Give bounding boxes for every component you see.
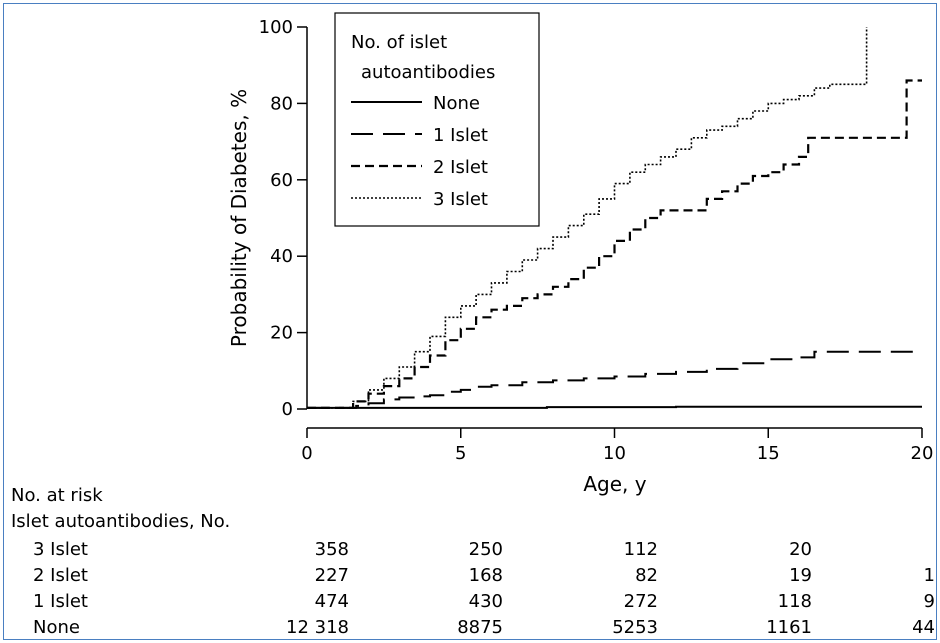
y-tick-label-0: 0	[282, 399, 293, 420]
legend-label-2: 2 Islet	[433, 157, 488, 178]
at-risk-row-label-2: 1 Islet	[33, 591, 88, 612]
legend-label-3: 3 Islet	[433, 189, 488, 210]
legend-label-0: None	[433, 93, 480, 114]
x-tick-label-2: 10	[603, 443, 626, 464]
x-tick-label-3: 15	[757, 443, 780, 464]
legend: No. of islet autoantibodies None 1 Islet 2 I…	[334, 12, 540, 227]
y-tick-label-3: 60	[270, 170, 293, 191]
at-risk-title: No. at risk	[11, 485, 103, 506]
at-risk-cell-2-4: 9	[924, 591, 935, 612]
at-risk-cell-1-1: 168	[469, 565, 503, 586]
at-risk-subtitle: Islet autoantibodies, No.	[11, 511, 230, 532]
at-risk-cell-0-3: 20	[789, 539, 812, 560]
at-risk-cell-3-3: 1161	[766, 617, 812, 638]
at-risk-cell-2-2: 272	[624, 591, 658, 612]
at-risk-cell-1-2: 82	[635, 565, 658, 586]
at-risk-cell-3-4: 44	[912, 617, 935, 638]
at-risk-cell-0-1: 250	[469, 539, 503, 560]
at-risk-row-label-1: 2 Islet	[33, 565, 88, 586]
at-risk-cell-1-4: 1	[924, 565, 935, 586]
at-risk-row-label-3: None	[33, 617, 80, 638]
at-risk-cell-3-1: 8875	[457, 617, 503, 638]
at-risk-cell-0-2: 112	[624, 539, 658, 560]
y-axis-title: Probability of Diabetes, %	[227, 89, 251, 347]
at-risk-row-label-0: 3 Islet	[33, 539, 88, 560]
series-line-1	[307, 350, 922, 409]
at-risk-cell-1-3: 19	[789, 565, 812, 586]
at-risk-table: No. at risk Islet autoantibodies, No. 3 Is…	[11, 485, 935, 638]
y-tick-label-5: 100	[259, 17, 293, 38]
legend-box	[334, 12, 540, 227]
series-group	[307, 27, 922, 409]
series-line-0	[307, 405, 922, 409]
y-tick-label-1: 20	[270, 323, 293, 344]
at-risk-cell-2-3: 118	[778, 591, 812, 612]
y-tick-label-4: 80	[270, 93, 293, 114]
x-tick-label-0: 0	[301, 443, 312, 464]
series-line-2	[307, 79, 922, 409]
at-risk-cell-0-0: 358	[315, 539, 349, 560]
legend-title-line-0: No. of islet	[351, 32, 447, 53]
at-risk-cell-1-0: 227	[315, 565, 349, 586]
axes-group: 0 20 40 60 80 100 0 5 10 15 20 Age, y Probability of…	[227, 17, 933, 496]
y-tick-label-2: 40	[270, 246, 293, 267]
legend-label-1: 1 Islet	[433, 125, 488, 146]
x-axis-title: Age, y	[583, 472, 646, 496]
legend-title-line-1: autoantibodies	[361, 62, 495, 83]
x-tick-label-1: 5	[455, 443, 466, 464]
x-tick-label-4: 20	[911, 443, 934, 464]
at-risk-cell-3-2: 5253	[612, 617, 658, 638]
at-risk-cell-2-1: 430	[469, 591, 503, 612]
at-risk-cell-2-0: 474	[315, 591, 349, 612]
at-risk-cell-3-0: 12 318	[286, 617, 349, 638]
